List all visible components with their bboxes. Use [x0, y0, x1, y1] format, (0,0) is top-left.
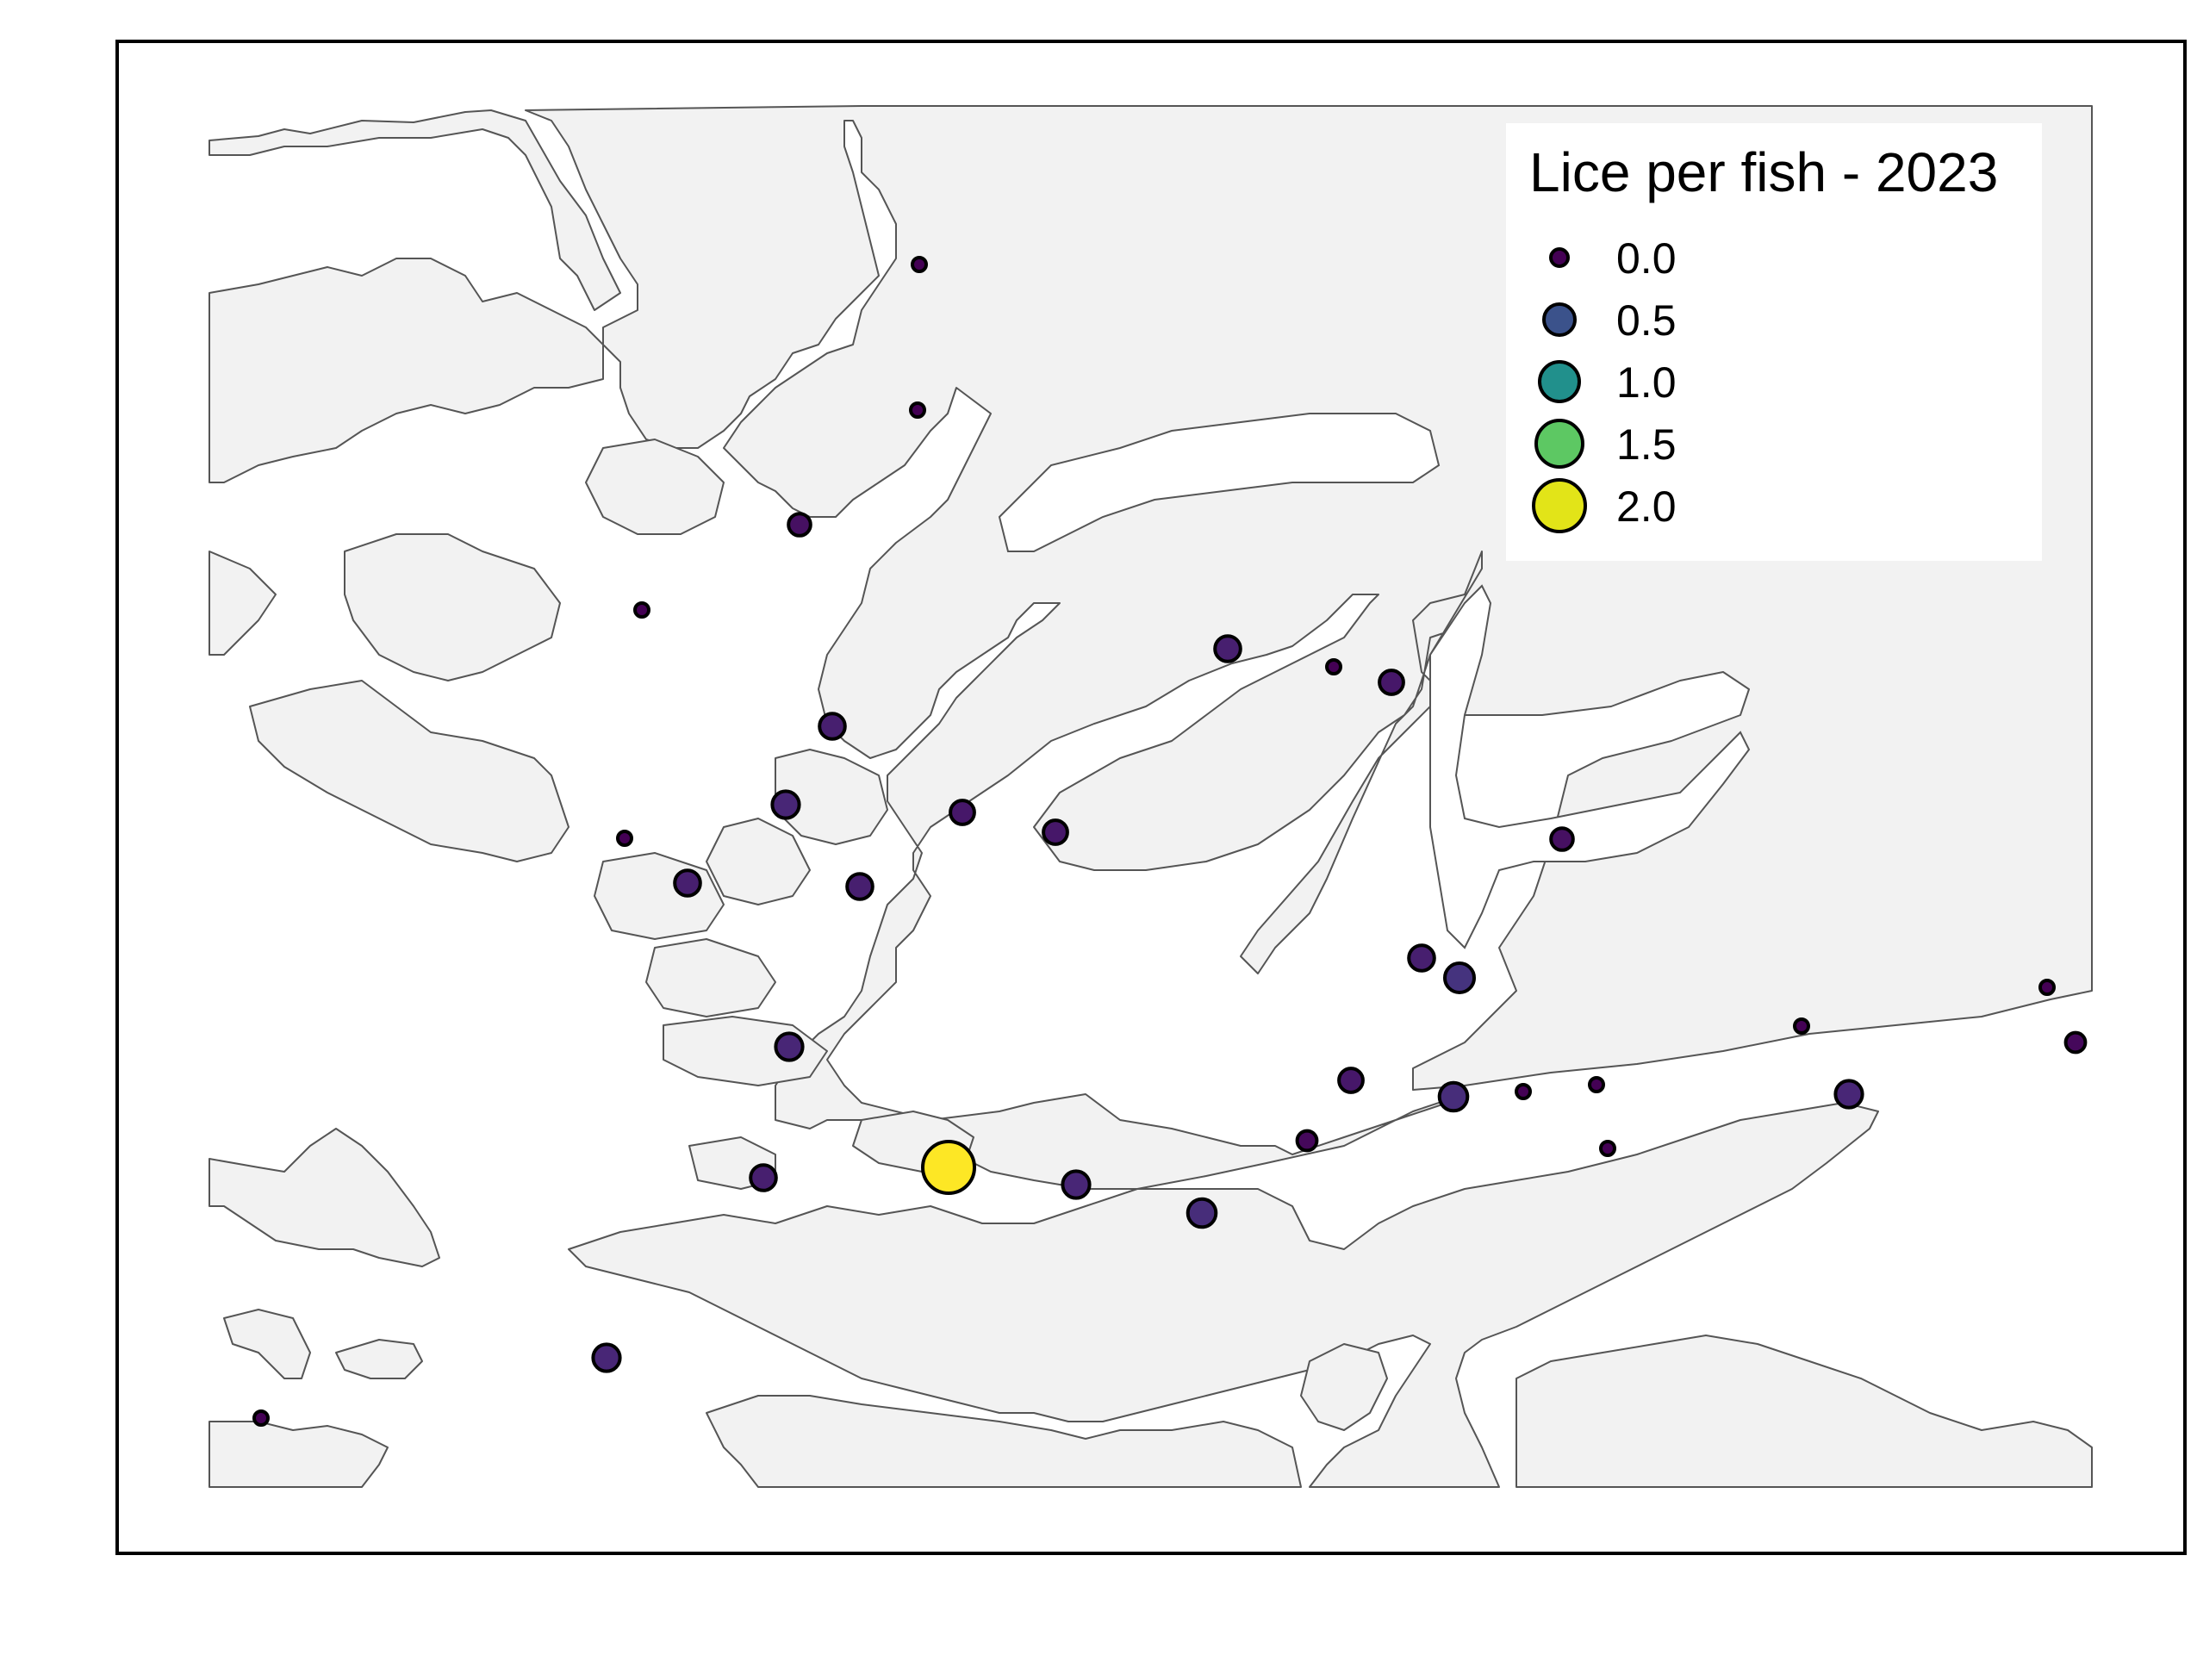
site-marker-30: [1295, 1129, 1319, 1153]
site-marker-11: [949, 799, 976, 826]
inland-fjord-northeast: [1429, 584, 1751, 949]
land-south-mainland: [568, 1102, 1879, 1488]
site-marker-34: [1599, 1140, 1616, 1157]
site-marker-15: [1549, 826, 1575, 852]
legend-symbol: [1532, 478, 1587, 533]
legend-label-3: 1.5: [1616, 420, 1677, 469]
site-marker-27: [921, 1140, 976, 1195]
site-marker-4: [633, 601, 650, 619]
site-marker-16: [1407, 943, 1436, 973]
site-marker-28: [1061, 1169, 1092, 1200]
legend-symbol: [1538, 360, 1581, 403]
inland-fjord-north: [998, 413, 1441, 552]
site-marker-9: [770, 789, 801, 820]
site-marker-6: [1325, 658, 1342, 675]
legend-key-4: [1532, 478, 1587, 533]
land-northwest-islands: [208, 258, 604, 483]
legend-item-3: 1.5: [1506, 413, 2042, 475]
legend-label-0: 0.0: [1616, 234, 1677, 283]
site-marker-31: [591, 1342, 622, 1373]
legend-item-1: 0.5: [1506, 289, 2042, 351]
inland-water-layer: [998, 413, 1751, 949]
legend-key-1: [1542, 302, 1577, 337]
site-marker-21: [1515, 1083, 1532, 1100]
site-marker-7: [1378, 669, 1405, 696]
legend-item-2: 1.0: [1506, 351, 2042, 413]
site-marker-14: [845, 872, 874, 901]
site-marker-24: [1833, 1079, 1864, 1110]
site-marker-25: [1793, 1017, 1810, 1035]
legend: Lice per fish - 2023 0.0 0.5 1.0 1.5 2.0: [1506, 123, 2042, 561]
legend-label-1: 0.5: [1616, 296, 1677, 345]
site-marker-13: [673, 868, 702, 898]
land-northwest-strip: [208, 109, 621, 311]
land-central-island-5: [645, 938, 776, 1017]
land-southeast-peninsula: [1300, 1343, 1388, 1431]
site-marker-1: [911, 256, 928, 273]
site-marker-20: [1437, 1080, 1470, 1113]
site-marker-8: [818, 712, 847, 741]
land-southwest-islet: [223, 1309, 311, 1379]
site-marker-19: [1337, 1067, 1365, 1094]
land-west-island-2: [249, 680, 569, 862]
site-marker-10: [616, 830, 633, 847]
site-marker-23: [2038, 979, 2056, 996]
site-marker-2: [909, 401, 926, 419]
land-west-island-1: [208, 551, 277, 656]
land-south-central-block: [706, 1395, 1302, 1488]
site-marker-29: [1186, 1197, 1218, 1229]
legend-key-0: [1549, 247, 1570, 268]
legend-item-0: 0.0: [1506, 227, 2042, 289]
site-marker-18: [774, 1031, 805, 1062]
site-marker-33: [2063, 1030, 2088, 1055]
land-west-island-3: [344, 533, 561, 681]
site-marker-32: [252, 1409, 270, 1427]
site-marker-12: [1042, 818, 1069, 846]
legend-symbol: [1534, 419, 1584, 469]
site-marker-3: [787, 512, 812, 538]
land-south-west-base: [208, 1421, 389, 1488]
legend-item-4: 2.0: [1506, 475, 2042, 537]
land-southwest: [208, 1128, 440, 1267]
legend-key-2: [1538, 360, 1581, 403]
land-south-islet-cluster: [335, 1339, 423, 1379]
legend-key-3: [1534, 419, 1584, 469]
legend-symbol: [1542, 302, 1577, 337]
site-marker-17: [1443, 961, 1476, 994]
site-marker-5: [1213, 634, 1242, 663]
land-central-island-3: [706, 818, 811, 905]
land-central-island-1: [585, 439, 725, 535]
legend-title: Lice per fish - 2023: [1529, 141, 1999, 203]
legend-label-2: 1.0: [1616, 358, 1677, 407]
land-central-island-2: [775, 749, 888, 845]
legend-symbol: [1549, 247, 1570, 268]
aquaculture-sites: [252, 256, 2088, 1427]
land-southeast-corner: [1515, 1335, 2093, 1488]
site-marker-26: [749, 1163, 778, 1192]
site-marker-22: [1588, 1076, 1605, 1093]
legend-label-4: 2.0: [1616, 482, 1677, 531]
